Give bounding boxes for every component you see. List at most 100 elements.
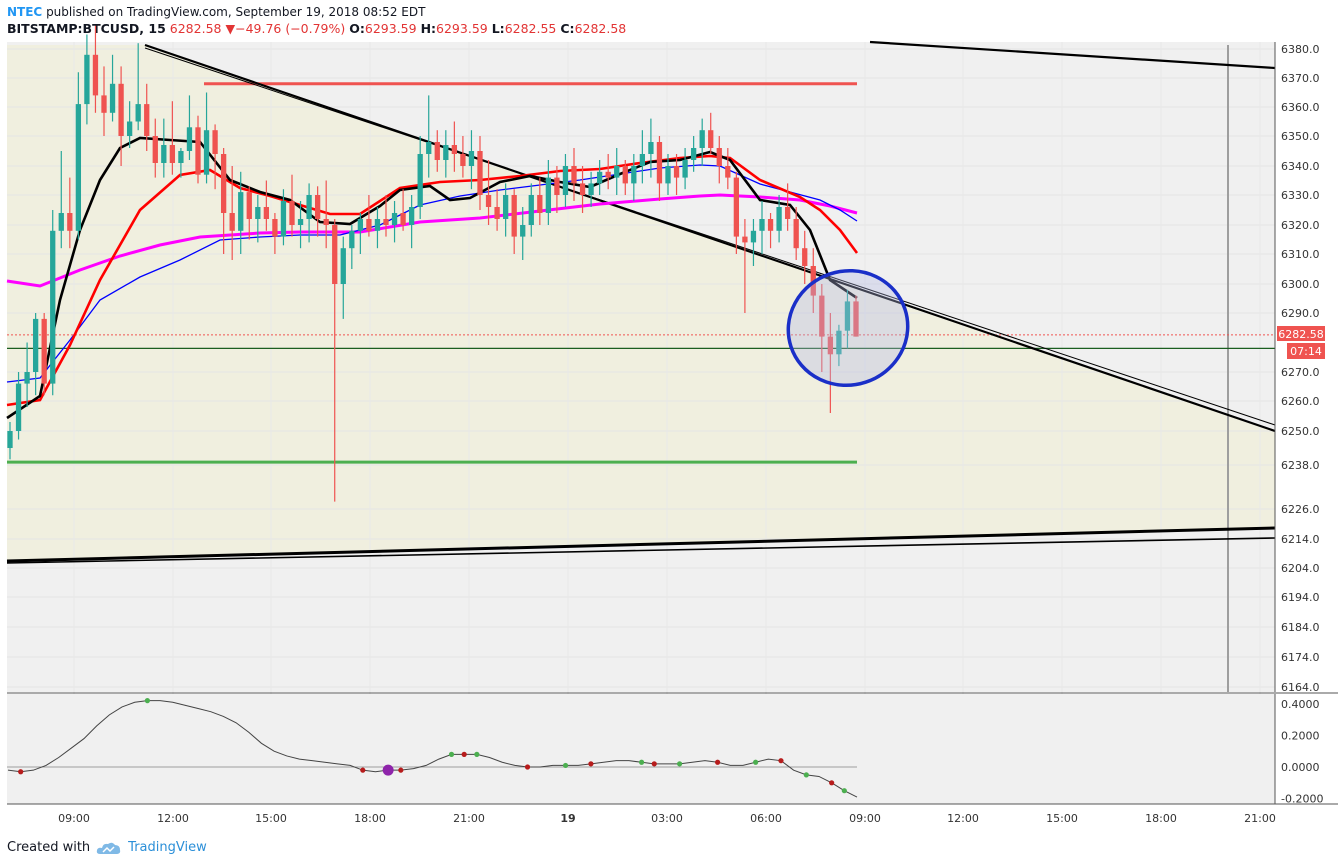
time-tick-label: 21:00 [453,812,485,825]
candle-body [15,383,22,431]
candle [434,130,440,172]
countdown-badge [1287,343,1325,359]
candle-body [349,230,355,249]
candle [733,171,740,254]
candle [417,136,423,219]
candle-body [827,336,834,355]
candle-body [451,145,458,154]
candle [152,118,158,178]
candle [605,154,611,190]
lower-trendline [6,526,1276,563]
oscillator-axis-labels: 0.4000 0.2000 0.0000 -0.2000 [1281,698,1323,806]
candle [7,422,13,460]
candle [340,236,346,319]
candle-body [238,192,244,231]
time-tick-label: 09:00 [849,812,881,825]
candle [827,313,834,413]
price-tick-label: 6214.0 [1281,533,1320,546]
oscillator-tick-label: 0.0000 [1281,761,1320,774]
ema-slow-line [6,164,858,383]
candle [819,284,825,372]
candle-body [443,145,449,160]
highlight-circle [786,268,910,388]
candle-body [357,219,364,231]
candle-body [314,195,321,219]
candle-body [169,145,176,163]
candle-body [323,219,329,225]
candle-body [537,195,543,213]
price-tick-label: 6184.0 [1281,621,1320,634]
candle [784,183,791,231]
candle-body [571,166,577,184]
high-value: 6293.59 [436,21,488,36]
time-axis-labels[interactable]: 09:00 12:00 15:00 18:00 21:00 19 03:00 06:00 09:… [58,812,1276,825]
candle-body [673,166,680,178]
candle-body [750,230,757,243]
candle-body [802,248,808,266]
down-arrow-icon: ▼ [225,21,236,36]
time-tick-label: 15:00 [255,812,287,825]
price-tick-label: 6370.0 [1281,72,1320,85]
candle [280,189,287,246]
candle-body [109,83,116,113]
candle-body [836,330,842,355]
candle-body [579,183,586,195]
candle-body [75,104,82,231]
candle-body [92,54,99,96]
oscillator-dot [651,761,657,767]
price-tick-label: 6238.0 [1281,459,1320,472]
price-tick-label: 6340.0 [1281,160,1320,173]
candle [229,166,235,260]
candle-body [665,166,671,184]
candle-body [562,166,569,195]
candle-body [767,219,774,231]
candle-body [178,151,184,163]
price-tick-label: 6360.0 [1281,101,1320,114]
upper-trendline [144,43,1276,433]
candle [332,219,338,502]
candle [426,95,432,178]
candle-body [280,201,287,237]
candle [750,219,757,266]
price-tick-label: 6194.0 [1281,591,1320,604]
oscillator-dot [461,751,467,757]
candle [366,195,372,237]
symbol-label[interactable]: BITSTAMP:BTCUSD, 15 [7,21,166,36]
oscillator-dot [753,759,759,765]
candle-body [383,219,389,225]
low-label: L: [491,21,505,36]
oscillator-dot [474,751,480,757]
candle-body [118,83,124,136]
last-price-badge-text: 6282.58 [1278,328,1324,341]
author-link[interactable]: NTEC [7,5,43,19]
grid [7,42,1275,804]
price-axis[interactable] [1275,42,1338,692]
candle-body [220,154,227,213]
oscillator-dot [676,761,683,767]
candle-body [340,248,346,284]
oscillator-dot [360,767,366,773]
candle-body [7,431,13,448]
candle [742,219,748,313]
price-tick-label: 6300.0 [1281,278,1320,291]
tradingview-brand-link[interactable]: TradingView [128,840,207,855]
oscillator-dot [398,767,404,773]
candle [323,180,329,249]
candle-body [135,104,141,122]
candle [289,174,295,237]
oscillator-dot [448,751,455,757]
publish-info: NTEC published on TradingView.com, Septe… [7,5,425,19]
candle [562,154,569,207]
candle-body [742,236,748,243]
oscillator-axis[interactable] [1275,694,1338,804]
candle-body [528,195,534,225]
time-tick-label: 19 [560,812,575,825]
candle [169,101,176,175]
candle [451,121,458,172]
candle [631,154,637,201]
price-tick-label: 6350.0 [1281,130,1320,143]
candle-body [255,207,261,219]
candle-body [101,95,107,113]
candle-body [511,195,517,237]
